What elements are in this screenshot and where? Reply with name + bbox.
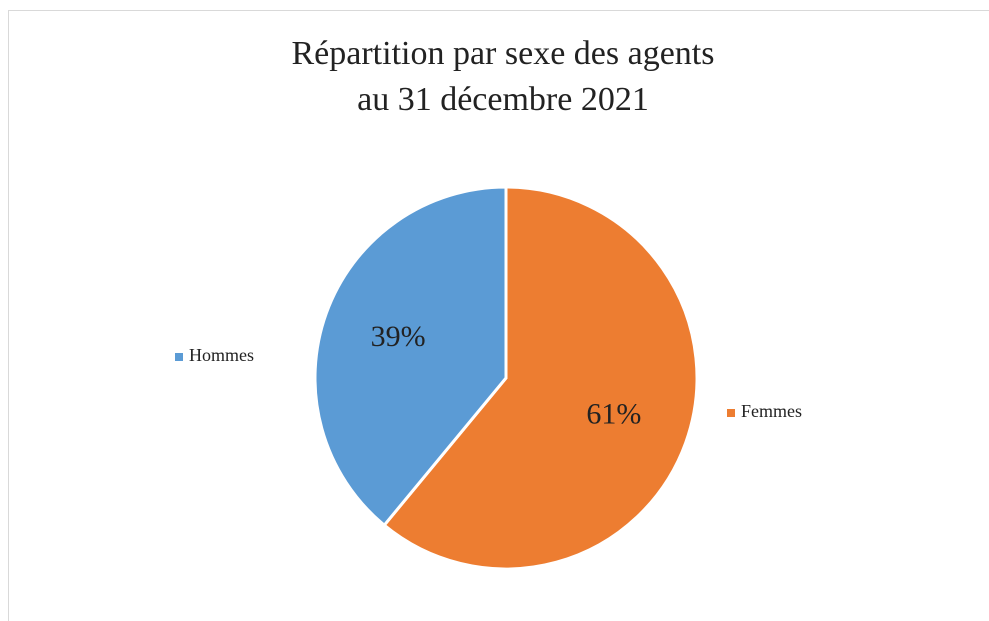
data-label: 61% — [586, 398, 641, 431]
pie-slice — [313, 185, 508, 528]
legend-label: Femmes — [741, 401, 802, 421]
legend-swatch — [727, 409, 735, 417]
legend-swatch — [175, 353, 183, 361]
pie-slice — [382, 185, 699, 571]
chart-title: au 31 décembre 2021 — [357, 81, 649, 118]
data-label: 39% — [371, 320, 426, 353]
chart-frame — [8, 10, 989, 621]
chart-title: Répartition par sexe des agents — [292, 35, 715, 72]
legend-label: Hommes — [189, 345, 254, 365]
